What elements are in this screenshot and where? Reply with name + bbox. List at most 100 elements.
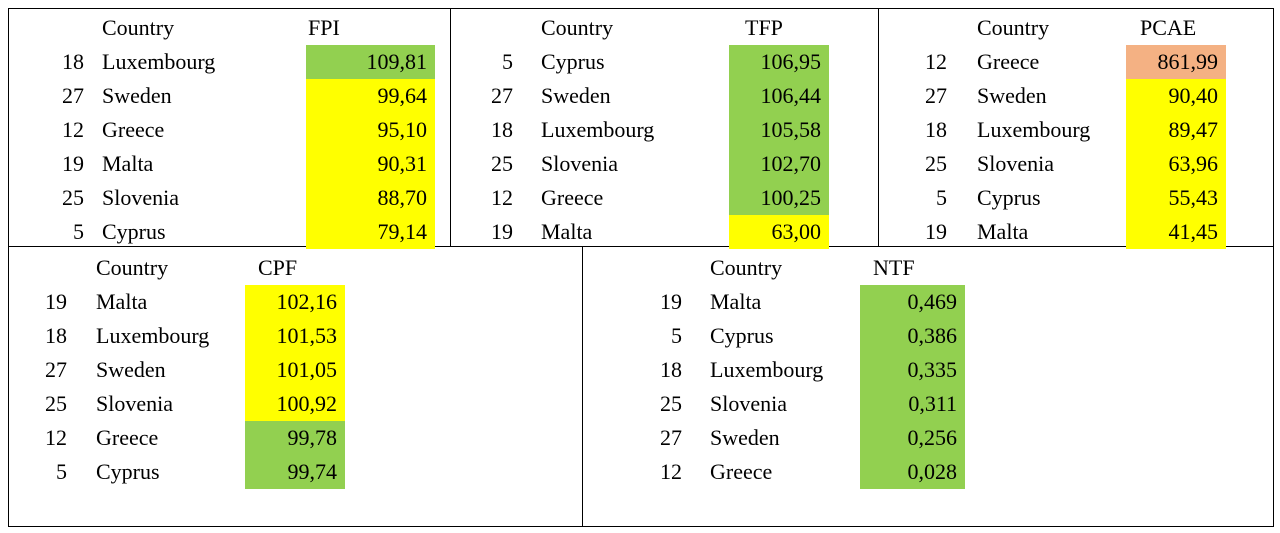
value-cell: 0,469 [860, 285, 965, 319]
value-cell: 101,05 [245, 353, 345, 387]
country: Slovenia [541, 151, 618, 176]
rank: 25 [491, 151, 513, 176]
rank: 19 [62, 151, 84, 176]
country: Luxembourg [541, 117, 655, 142]
rank: 27 [45, 357, 67, 382]
value-cell: 102,16 [245, 285, 345, 319]
rank: 25 [660, 391, 682, 416]
country: Greece [977, 49, 1040, 74]
rank: 19 [491, 219, 513, 244]
country: Cyprus [710, 323, 774, 348]
value-cell: 88,70 [306, 181, 435, 215]
value-cell: 41,45 [1126, 215, 1226, 249]
country: Slovenia [102, 185, 179, 210]
rank: 25 [925, 151, 947, 176]
country: Greece [710, 459, 773, 484]
country: Malta [977, 219, 1029, 244]
rank: 12 [660, 459, 682, 484]
country: Slovenia [96, 391, 173, 416]
header-country: Country [977, 15, 1050, 40]
rank: 27 [660, 425, 682, 450]
value-cell: 105,58 [729, 113, 829, 147]
rank: 12 [925, 49, 947, 74]
value-cell: 100,92 [245, 387, 345, 421]
country: Greece [102, 117, 165, 142]
header-metric: NTF [873, 255, 915, 280]
country: Cyprus [96, 459, 160, 484]
header-country: Country [102, 15, 175, 40]
value-cell: 0,386 [860, 319, 965, 353]
rank: 18 [925, 117, 947, 142]
value-cell: 99,78 [245, 421, 345, 455]
value-cell: 90,40 [1126, 79, 1226, 113]
rank: 5 [671, 323, 682, 348]
value-cell: 55,43 [1126, 181, 1226, 215]
value-cell: 109,81 [306, 45, 435, 79]
header-country: Country [541, 15, 614, 40]
rank: 27 [491, 83, 513, 108]
rank: 12 [491, 185, 513, 210]
rank: 18 [45, 323, 67, 348]
value-cell: 63,00 [729, 215, 829, 249]
country: Slovenia [710, 391, 787, 416]
value-cell: 102,70 [729, 147, 829, 181]
rank: 18 [660, 357, 682, 382]
value-cell: 89,47 [1126, 113, 1226, 147]
value-cell: 79,14 [306, 215, 435, 249]
rank: 25 [62, 185, 84, 210]
rank: 12 [45, 425, 67, 450]
country: Cyprus [102, 219, 166, 244]
country: Malta [96, 289, 148, 314]
rank: 5 [73, 219, 84, 244]
value-cell: 861,99 [1126, 45, 1226, 79]
country: Cyprus [541, 49, 605, 74]
rank: 18 [62, 49, 84, 74]
country: Luxembourg [102, 49, 216, 74]
rank: 27 [925, 83, 947, 108]
rank: 19 [925, 219, 947, 244]
value-cell: 0,256 [860, 421, 965, 455]
value-cell: 90,31 [306, 147, 435, 181]
country: Greece [96, 425, 159, 450]
country: Malta [541, 219, 593, 244]
country: Greece [541, 185, 604, 210]
country: Luxembourg [977, 117, 1091, 142]
header-metric: TFP [745, 15, 783, 40]
country: Slovenia [977, 151, 1054, 176]
country: Malta [102, 151, 154, 176]
header-country: Country [710, 255, 783, 280]
value-cell: 63,96 [1126, 147, 1226, 181]
rank: 5 [56, 459, 67, 484]
header-metric: FPI [308, 15, 340, 40]
header-metric: PCAE [1140, 15, 1197, 40]
panel [582, 246, 1274, 527]
country: Cyprus [977, 185, 1041, 210]
rank: 27 [62, 83, 84, 108]
value-cell: 106,44 [729, 79, 829, 113]
country: Sweden [541, 83, 611, 108]
country: Sweden [977, 83, 1047, 108]
rank: 19 [45, 289, 67, 314]
country: Sweden [710, 425, 780, 450]
header-country: Country [96, 255, 169, 280]
country: Luxembourg [96, 323, 210, 348]
country: Malta [710, 289, 762, 314]
rank: 19 [660, 289, 682, 314]
country: Sweden [96, 357, 166, 382]
value-cell: 101,53 [245, 319, 345, 353]
rank: 5 [936, 185, 947, 210]
country: Luxembourg [710, 357, 824, 382]
value-cell: 0,335 [860, 353, 965, 387]
value-cell: 99,64 [306, 79, 435, 113]
rank: 5 [502, 49, 513, 74]
value-cell: 106,95 [729, 45, 829, 79]
value-cell: 99,74 [245, 455, 345, 489]
rank: 12 [62, 117, 84, 142]
value-cell: 0,311 [860, 387, 965, 421]
value-cell: 0,028 [860, 455, 965, 489]
value-cell: 95,10 [306, 113, 435, 147]
rank: 18 [491, 117, 513, 142]
country: Sweden [102, 83, 172, 108]
header-metric: CPF [258, 255, 298, 280]
